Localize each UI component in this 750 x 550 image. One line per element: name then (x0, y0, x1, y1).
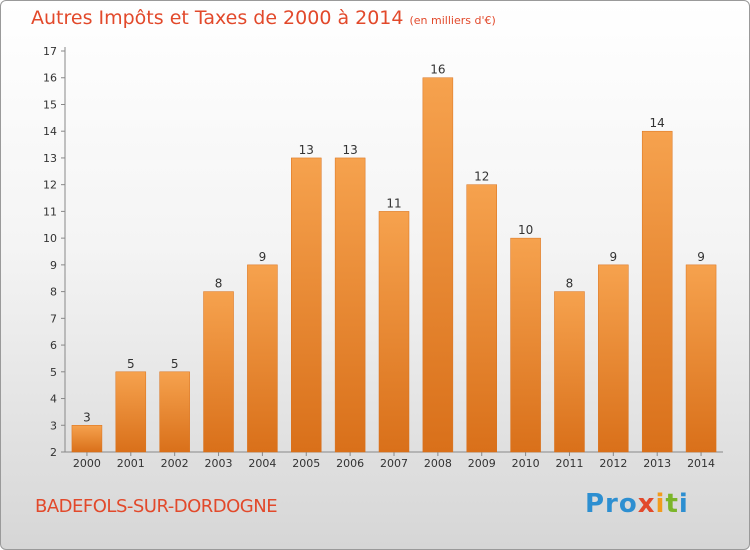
bar (510, 237, 541, 453)
data-label: 10 (518, 223, 533, 237)
x-tick-label: 2006 (336, 457, 364, 470)
y-tick-label: 14 (43, 125, 57, 138)
data-label: 5 (171, 357, 179, 371)
bar (466, 184, 497, 453)
bar (203, 291, 234, 453)
data-label: 8 (215, 277, 223, 291)
data-label: 3 (83, 410, 91, 424)
data-label: 14 (650, 116, 665, 130)
bar (378, 211, 410, 453)
logo-part: i (678, 489, 689, 519)
y-tick-label: 12 (43, 179, 57, 192)
bars-group (71, 77, 717, 453)
bar (334, 157, 366, 453)
x-tick-label: 2002 (161, 457, 189, 470)
proxiti-logo[interactable]: Proxiti (585, 489, 689, 519)
x-tick-label: 2001 (117, 457, 145, 470)
data-label: 13 (342, 143, 357, 157)
bar (641, 130, 673, 453)
logo-part: Pro (585, 489, 638, 519)
x-tick-label: 2004 (248, 457, 276, 470)
x-tick-label: 2013 (643, 457, 671, 470)
bar (247, 264, 278, 453)
data-label: 13 (299, 143, 314, 157)
y-tick-label: 3 (50, 419, 57, 432)
bar (685, 264, 717, 453)
bar (598, 264, 629, 453)
data-label: 5 (127, 357, 135, 371)
x-tick-label: 2008 (424, 457, 452, 470)
x-tick-label: 2014 (687, 457, 715, 470)
y-tick-label: 4 (50, 393, 57, 406)
x-tick-label: 2011 (555, 457, 583, 470)
bar (115, 371, 147, 453)
value-labels: 3 5 5 8 9 13 13 11 16 12 10 8 9 14 9 (83, 63, 705, 425)
y-tick-label: 9 (50, 259, 57, 272)
y-tick-label: 15 (43, 98, 57, 111)
y-tick-label: 16 (43, 72, 57, 85)
y-tick-label: 17 (43, 45, 57, 58)
x-tick-label: 2005 (292, 457, 320, 470)
data-label: 9 (259, 250, 267, 264)
y-tick-label: 10 (43, 232, 57, 245)
bar (422, 77, 454, 453)
x-tick-label: 2009 (468, 457, 496, 470)
x-tick-label: 2012 (599, 457, 627, 470)
bar (71, 425, 103, 453)
y-tick-label: 11 (43, 205, 57, 218)
data-label: 16 (430, 63, 445, 77)
data-label: 8 (566, 277, 574, 291)
bar (291, 157, 322, 453)
data-label: 12 (474, 170, 489, 184)
y-tick-label: 7 (50, 312, 57, 325)
x-tick-label: 2003 (205, 457, 233, 470)
y-tick-label: 13 (43, 152, 57, 165)
chart-title-text: Autres Impôts et Taxes de 2000 à 2014 (31, 7, 404, 29)
y-tick-label: 8 (50, 286, 57, 299)
y-tick-label: 5 (50, 366, 57, 379)
y-axis: 2 3 4 5 6 7 8 9 10 11 12 13 14 15 16 17 (43, 45, 66, 459)
logo-part: x (637, 489, 656, 519)
logo-part: i (655, 489, 666, 519)
commune-name: BADEFOLS-SUR-DORDOGNE (35, 496, 278, 517)
x-tick-label: 2000 (73, 457, 101, 470)
logo-part: t (665, 489, 679, 519)
bar (554, 291, 585, 453)
bar (159, 371, 190, 453)
data-label: 11 (386, 196, 401, 210)
x-axis: 2000 2001 2002 2003 2004 2005 2006 2007 2008 2009… (65, 451, 723, 470)
data-label: 9 (697, 250, 705, 264)
y-tick-label: 2 (50, 446, 57, 459)
x-tick-label: 2010 (512, 457, 540, 470)
y-tick-label: 6 (50, 339, 57, 352)
data-label: 9 (610, 250, 618, 264)
chart-unit: (en milliers d'€) (409, 14, 496, 27)
x-tick-label: 2007 (380, 457, 408, 470)
chart-title: Autres Impôts et Taxes de 2000 à 2014 (en… (31, 7, 496, 29)
